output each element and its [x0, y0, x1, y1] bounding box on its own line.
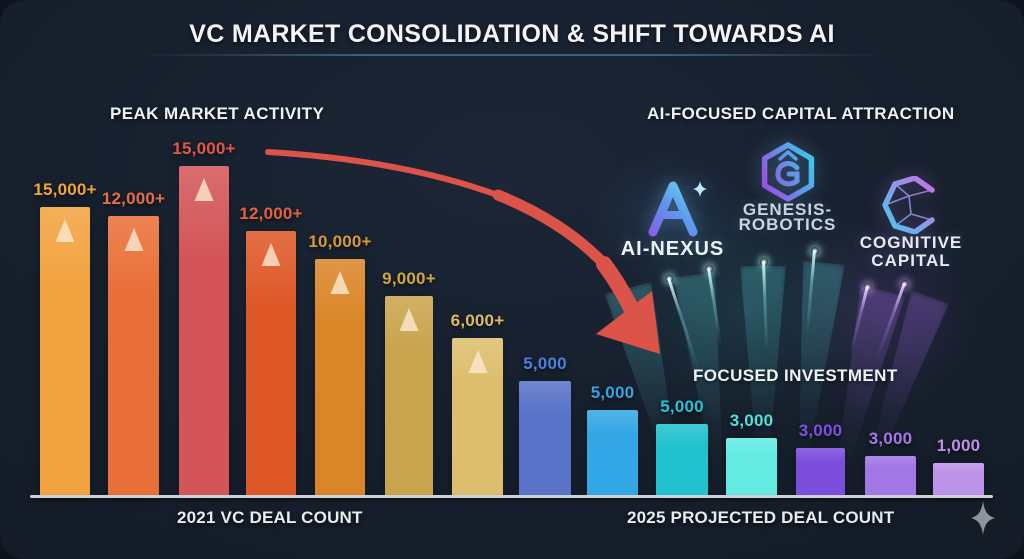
company-name-line1: COGNITIVE [859, 233, 963, 252]
bar [587, 410, 638, 497]
ai-nexus-logo-icon [648, 181, 707, 237]
bar [865, 456, 916, 497]
company-cognitive-capital: COGNITIVE CAPITAL [838, 176, 984, 270]
bar-value-label: 5,000 [590, 383, 635, 402]
bar [726, 438, 777, 497]
bar-value-label: 1,000 [936, 436, 981, 455]
x-axis-line [30, 495, 993, 498]
company-ai-nexus: AI-NEXUS [600, 178, 745, 261]
four-point-star-icon [971, 501, 995, 535]
bar [315, 259, 365, 497]
up-arrow-icon [55, 219, 75, 486]
up-arrow-icon [399, 308, 419, 486]
up-arrow-icon [194, 178, 214, 486]
company-name-line1: GENESIS- [742, 200, 833, 219]
company-name-line2: CAPITAL [871, 251, 951, 270]
bar [933, 463, 984, 497]
bar [796, 448, 845, 497]
bar-value-label: 10,000+ [308, 232, 372, 251]
bar [40, 207, 90, 497]
bar [385, 296, 433, 497]
bar-value-label: 12,000+ [239, 204, 303, 223]
up-arrow-icon [330, 271, 350, 486]
bar-value-label: 3,000 [798, 421, 843, 440]
focused-investment-caption: FOCUSED INVESTMENT [693, 366, 898, 385]
up-arrow-icon [124, 228, 143, 486]
bar [452, 338, 503, 497]
axis-label-2021: 2021 VC DEAL COUNT [177, 508, 363, 527]
bar-value-label: 6,000+ [450, 311, 505, 330]
left-section-header: PEAK MARKET ACTIVITY [110, 104, 325, 123]
bar [246, 231, 296, 497]
title-underline [140, 54, 884, 56]
up-arrow-icon [261, 243, 281, 486]
bar-value-label: 5,000 [523, 354, 567, 373]
bar-value-label: 15,000+ [172, 139, 236, 158]
axis-label-2025: 2025 PROJECTED DEAL COUNT [627, 508, 895, 527]
bar [108, 216, 159, 497]
bar-value-label: 3,000 [729, 411, 774, 430]
bar [179, 166, 229, 497]
bar-value-label: 15,000+ [33, 180, 97, 199]
company-name: AI-NEXUS [620, 238, 725, 260]
bar [519, 381, 571, 497]
bar [656, 424, 708, 497]
right-section-header: AI-FOCUSED CAPITAL ATTRACTION [647, 104, 955, 123]
company-name-line2: ROBOTICS [738, 215, 837, 234]
company-genesis-robotics: GENESIS- ROBOTICS [715, 142, 860, 234]
page-title: VC MARKET CONSOLIDATION & SHIFT TOWARDS … [189, 20, 835, 48]
bar-value-label: 3,000 [868, 429, 913, 448]
bar-value-label: 9,000+ [382, 269, 436, 288]
genesis-robotics-logo-icon [761, 142, 814, 202]
up-arrow-icon [468, 350, 487, 486]
bar-value-label: 5,000 [660, 397, 704, 416]
bar-value-label: 12,000+ [101, 189, 166, 208]
cognitive-capital-logo-icon [882, 176, 935, 234]
